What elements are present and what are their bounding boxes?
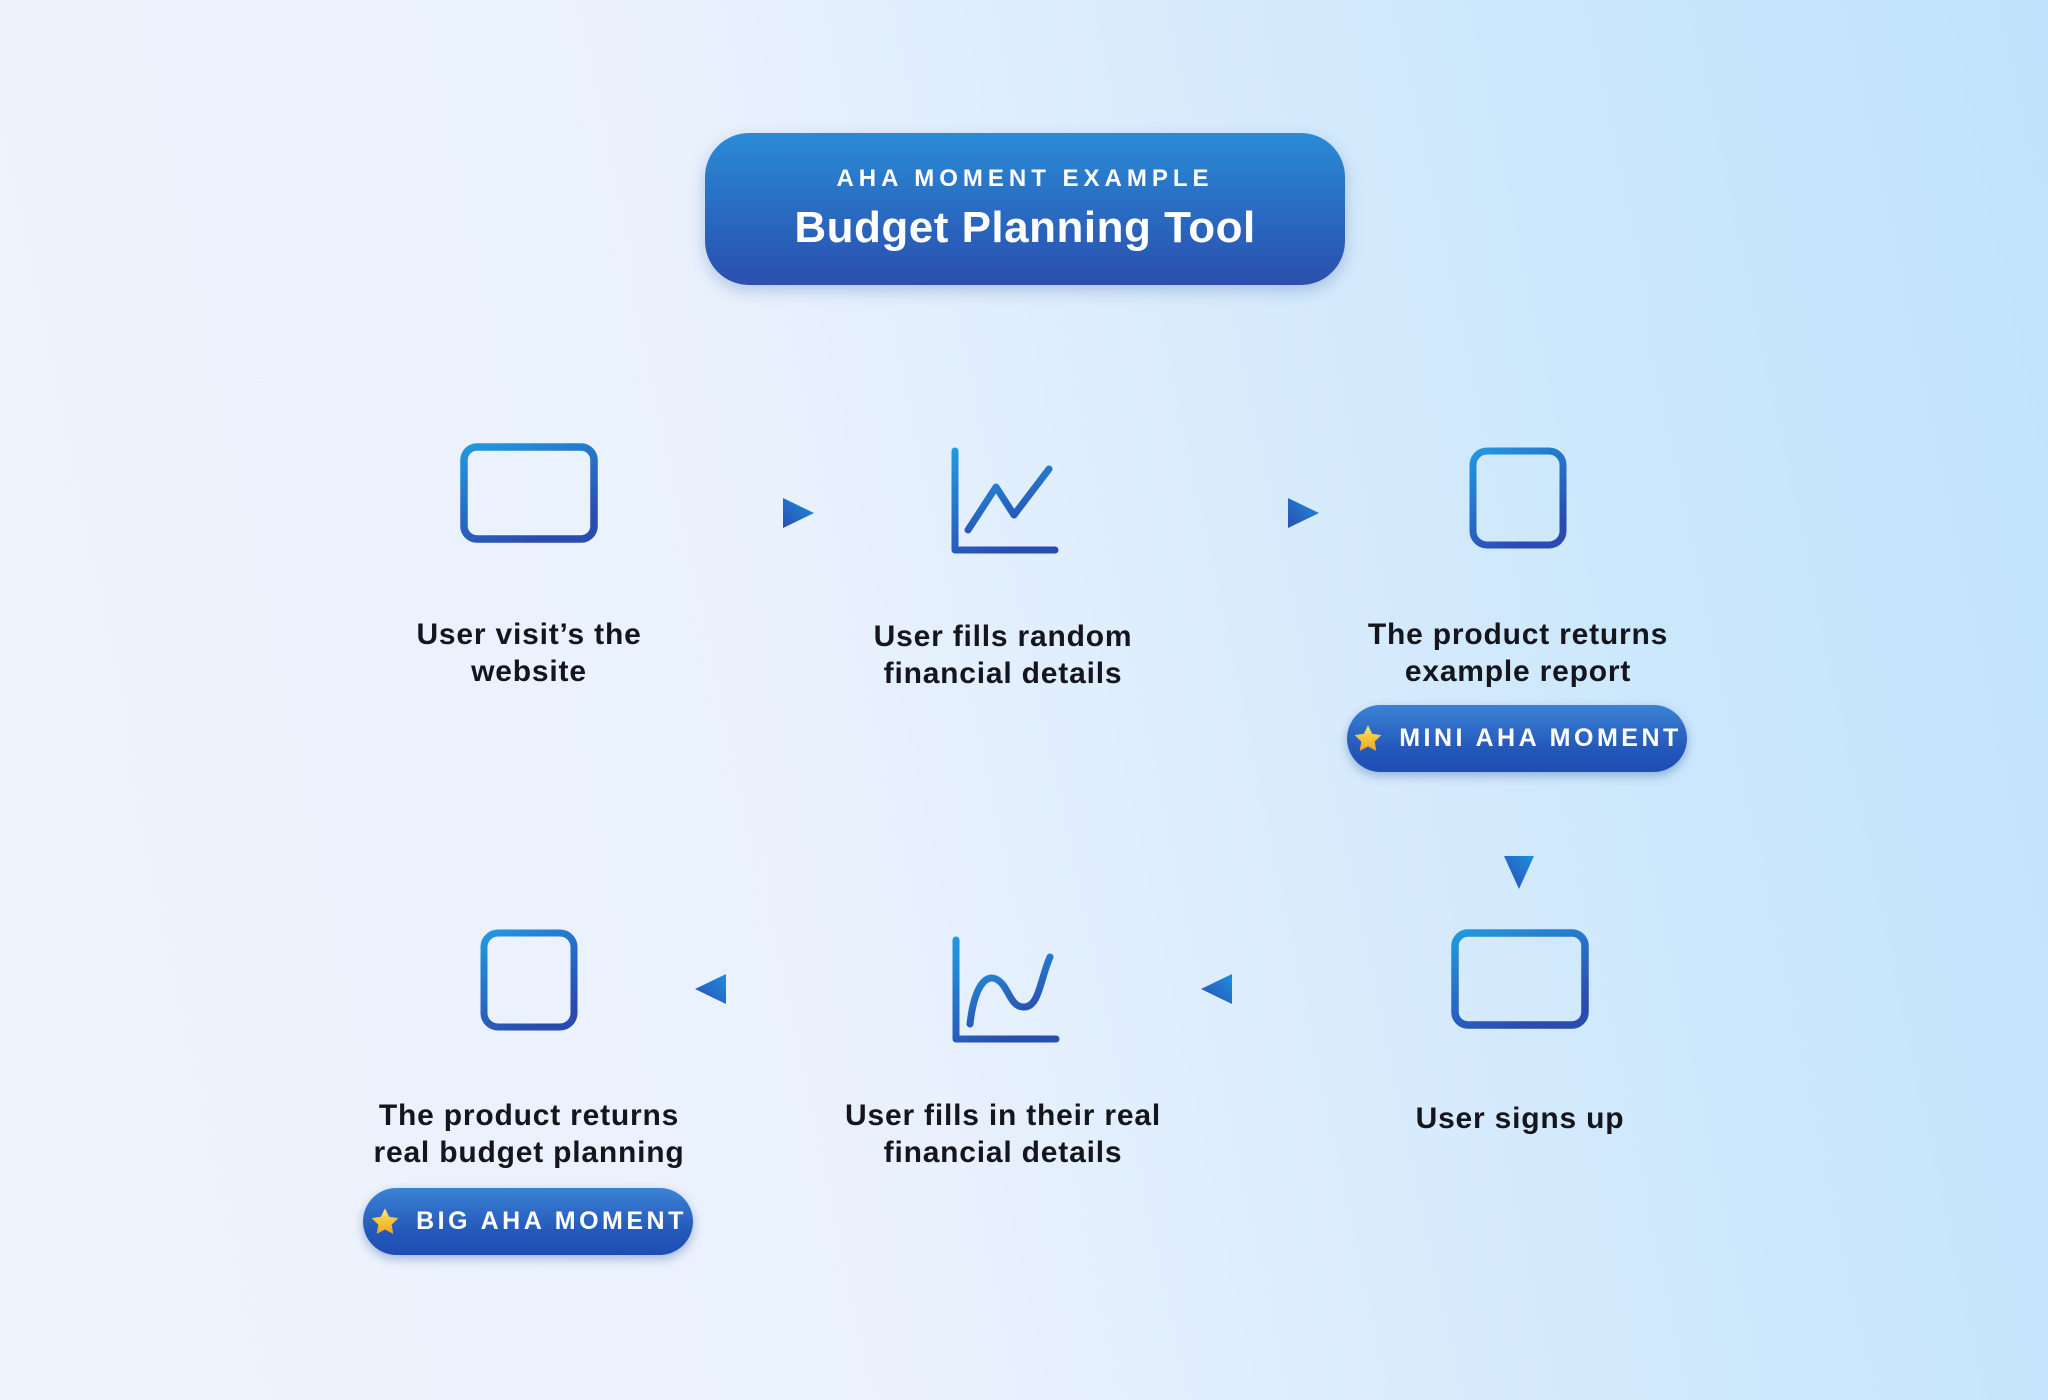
step-label-example-report: The product returns example report bbox=[1367, 618, 1669, 688]
title-eyebrow: AHA MOMENT EXAMPLE bbox=[836, 165, 1214, 192]
table-report-icon bbox=[480, 929, 578, 1031]
step-example-report-icon bbox=[1468, 446, 1568, 550]
arrow-right-icon bbox=[696, 498, 814, 528]
page-title: Budget Planning Tool bbox=[794, 203, 1256, 252]
wave-chart-icon bbox=[952, 936, 1060, 1043]
arrow-left-icon bbox=[1201, 974, 1319, 1004]
step-fills-real-icon bbox=[946, 934, 1064, 1046]
step-label-visit-website: User visit’s the website bbox=[416, 618, 642, 688]
step-label-fills-random: User fills random financial details bbox=[873, 620, 1133, 690]
table-report-icon bbox=[1469, 447, 1567, 549]
step-real-budget-icon bbox=[479, 928, 579, 1032]
title-badge: AHA MOMENT EXAMPLE Budget Planning Tool bbox=[705, 133, 1345, 285]
line-chart-icon bbox=[951, 447, 1059, 554]
big-aha-label: BIG AHA MOMENT bbox=[416, 1207, 687, 1235]
step-signs-up-icon bbox=[1450, 928, 1590, 1062]
star-icon bbox=[371, 1207, 399, 1234]
mini-aha-badge: MINI AHA MOMENT bbox=[1347, 705, 1687, 772]
arrow-down-icon bbox=[1504, 791, 1534, 889]
big-aha-badge: BIG AHA MOMENT bbox=[363, 1188, 693, 1255]
step-label-signs-up: User signs up bbox=[1415, 1102, 1625, 1135]
step-visit-website-icon bbox=[459, 442, 599, 576]
step-label-fills-real: User fills in their real financial detai… bbox=[845, 1099, 1161, 1169]
step-label-real-budget: The product returns real budget planning bbox=[373, 1099, 685, 1169]
step-fills-random-icon bbox=[945, 445, 1063, 557]
desktop-monitor-icon bbox=[1451, 929, 1589, 1059]
mini-aha-label: MINI AHA MOMENT bbox=[1399, 724, 1682, 752]
arrow-right-icon bbox=[1201, 498, 1319, 528]
star-icon bbox=[1354, 724, 1382, 751]
desktop-monitor-icon bbox=[460, 443, 598, 573]
arrow-left-icon bbox=[695, 974, 813, 1004]
